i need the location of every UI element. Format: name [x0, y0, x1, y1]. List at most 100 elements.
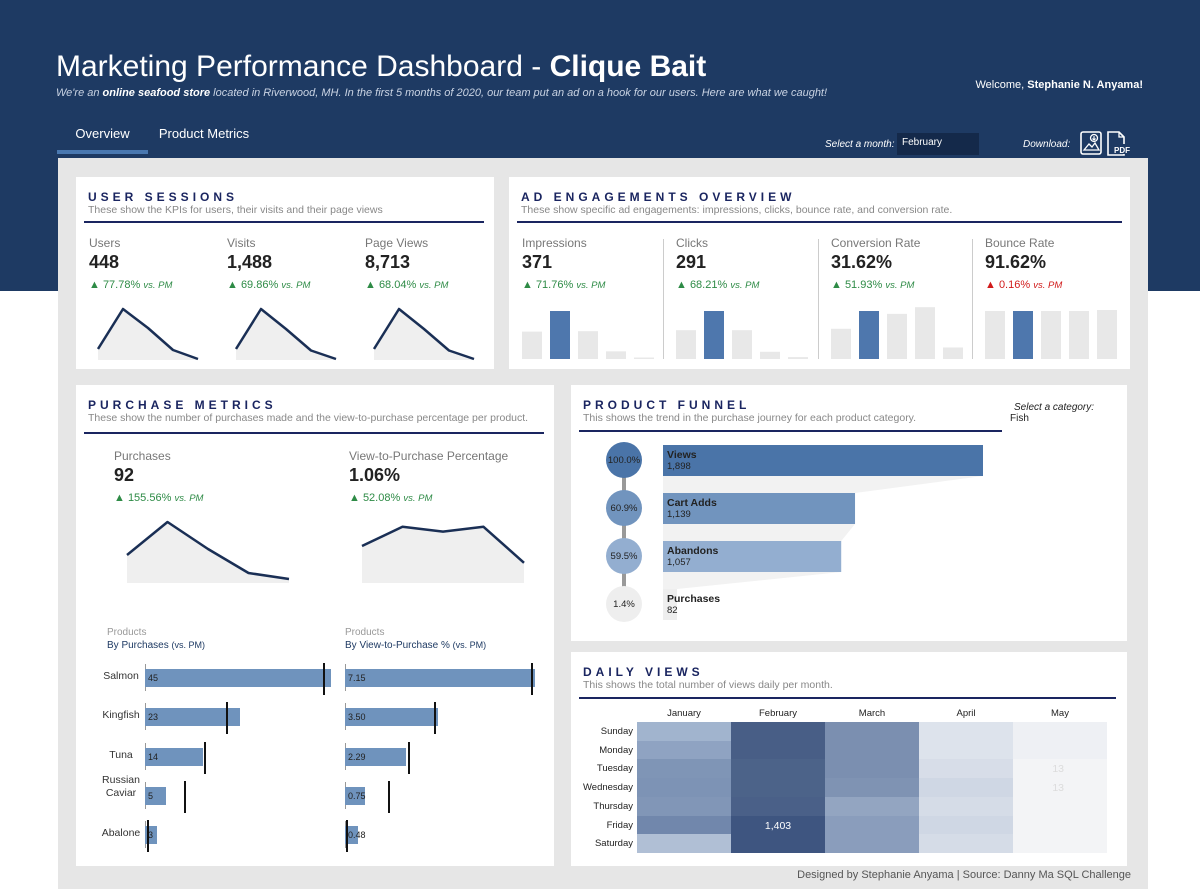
funnel-circle — [606, 538, 642, 574]
kpi-change-vs: vs. PM — [403, 493, 433, 504]
heatmap-column-header: April — [956, 708, 976, 719]
kpi-change: ▲ 68.21% vs. PM — [676, 279, 759, 291]
purchase-metrics-title: PURCHASE METRICS — [88, 398, 277, 412]
heatmap-cell-label: 1,403 — [764, 819, 792, 832]
ad-engagement-bar — [732, 330, 752, 359]
product-name: Kingfish — [102, 709, 140, 721]
purchase-sparkline — [361, 525, 525, 583]
ad-engagement-bar-chart — [522, 311, 654, 359]
kpi-label: Impressions — [522, 236, 587, 250]
ad-engagement-bar — [676, 330, 696, 359]
ad-engagement-bar — [606, 351, 626, 359]
funnel-stage-name: Purchases — [667, 593, 721, 605]
kpi-change-vs: vs. PM — [143, 280, 173, 291]
previous-month-marker — [408, 742, 411, 774]
section-divider — [84, 221, 484, 223]
product-name: Salmon — [103, 670, 139, 682]
kpi-change-value: ▲ 0.16% — [985, 279, 1031, 291]
funnel-stage-value: 1,139 — [667, 509, 691, 520]
kpi-change-value: ▲ 68.04% — [365, 279, 417, 291]
heatmap-row-header: Sunday — [600, 726, 633, 737]
kpi-change-value: ▲ 155.56% — [114, 492, 172, 504]
heatmap-cell — [637, 740, 731, 760]
section-divider — [579, 697, 1116, 699]
funnel-circle — [606, 442, 642, 478]
vtp-bar-value: 0.75 — [348, 791, 366, 801]
kpi-label: Users — [89, 236, 121, 250]
kpi-ad-engagements-2: Conversion Rate 31.62% ▲ 51.93% vs. PM — [831, 236, 920, 291]
ad-engagements-subtitle: These show specific ad engagements: impr… — [521, 204, 953, 216]
kpi-change: ▲ 0.16% vs. PM — [985, 279, 1062, 291]
kpi-user-sessions-2: Page Views 8,713 ▲ 68.04% vs. PM — [365, 236, 448, 291]
section-divider — [84, 432, 544, 434]
funnel-connector — [663, 476, 983, 493]
kpi-label: View-to-Purchase Percentage — [349, 449, 509, 463]
kpi-label: Conversion Rate — [831, 236, 921, 250]
previous-month-marker — [184, 781, 187, 813]
trend-line — [235, 307, 337, 361]
user-sessions-sparkline — [235, 307, 337, 361]
funnel-stage-value: 1,898 — [667, 461, 691, 472]
heatmap-cell — [731, 722, 825, 742]
trend-line — [97, 307, 199, 361]
purchases-bar — [145, 669, 331, 687]
previous-month-marker — [203, 742, 206, 774]
previous-month-marker — [387, 781, 390, 813]
kpi-change-vs: vs. PM — [885, 280, 915, 291]
product-name: Abalone — [101, 827, 141, 839]
ad-engagement-bar-chart — [676, 311, 808, 359]
category-select[interactable]: Fish — [1010, 413, 1029, 424]
purchases-bar — [145, 708, 241, 726]
left-chart-heading: Products — [107, 627, 147, 638]
month-select[interactable]: February — [897, 133, 979, 155]
vtp-bar-value: 2.29 — [348, 752, 366, 762]
previous-month-marker — [322, 663, 325, 695]
daily-views-subtitle: This shows the total number of views dai… — [583, 679, 833, 691]
ad-engagements-panel: AD ENGAGEMENTS OVERVIEW These show speci… — [509, 177, 1130, 369]
funnel-bar — [663, 541, 842, 572]
ad-engagement-bar — [522, 331, 542, 359]
ad-engagement-bar — [1069, 311, 1089, 359]
heatmap-cell — [637, 815, 731, 835]
ad-engagement-bar — [915, 307, 935, 359]
user-sessions-sparkline — [97, 307, 199, 361]
kpi-change: ▲ 69.86% vs. PM — [227, 279, 310, 291]
heatmap-cell — [919, 815, 1013, 835]
category-select-label: Select a category: — [1014, 402, 1095, 413]
daily-views-title: DAILY VIEWS — [583, 665, 704, 679]
heatmap-cell — [1013, 759, 1107, 779]
funnel-bar — [663, 589, 677, 620]
vtp-bar — [345, 787, 365, 805]
purchase-metrics-subtitle: These show the number of purchases made … — [88, 412, 529, 424]
kpi-change-value: ▲ 52.08% — [349, 492, 401, 504]
ad-engagement-bar-chart — [985, 310, 1117, 359]
heatmap-cell — [731, 834, 825, 854]
funnel-stage-percent: 100.0% — [607, 455, 641, 466]
product-funnel-panel: PRODUCT FUNNEL This shows the trend in t… — [571, 385, 1127, 641]
funnel-stage-percent: 59.5% — [610, 551, 638, 562]
download-pdf-icon[interactable]: PDF — [1106, 131, 1132, 162]
kpi-change-value: ▲ 69.86% — [227, 279, 279, 291]
tab-product-metrics[interactable]: Product Metrics — [158, 126, 250, 141]
footer-credit: Designed by Stephanie Anyama | Source: D… — [797, 869, 1131, 881]
kpi-label: Page Views — [365, 236, 429, 250]
download-image-icon[interactable] — [1080, 131, 1102, 160]
tab-overview[interactable]: Overview — [57, 116, 148, 154]
ad-engagement-bar — [1041, 311, 1061, 359]
heatmap-cell — [825, 778, 919, 798]
ad-engagement-bar — [1097, 310, 1117, 359]
heatmap-cell — [825, 815, 919, 835]
heatmap-cell — [731, 759, 825, 779]
pdf-icon-text: PDF — [1114, 146, 1130, 155]
heatmap-cell — [919, 834, 1013, 854]
heatmap-cell — [637, 759, 731, 779]
kpi-change-vs: vs. PM — [1033, 280, 1063, 291]
vtp-bar — [345, 669, 535, 687]
kpi-ad-engagements-3: Bounce Rate 91.62% ▲ 0.16% vs. PM — [985, 236, 1062, 291]
product-funnel-title: PRODUCT FUNNEL — [583, 398, 751, 412]
ad-engagement-bar — [1013, 311, 1033, 359]
heatmap-cell — [919, 778, 1013, 798]
heatmap-cell — [731, 778, 825, 798]
heatmap-column-header: May — [1051, 708, 1069, 719]
kpi-change-value: ▲ 68.21% — [676, 279, 728, 291]
